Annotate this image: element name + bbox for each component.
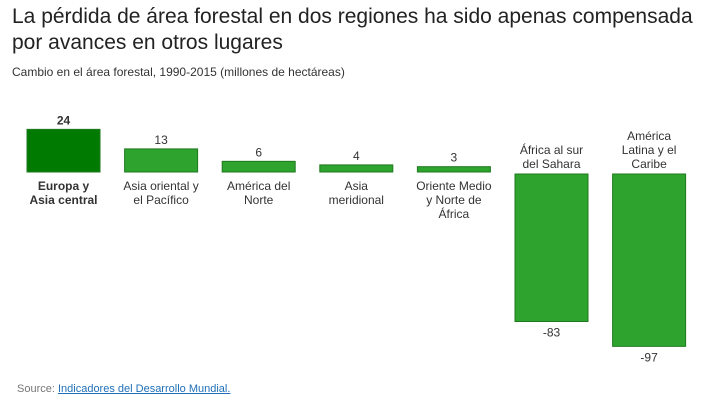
bar-4 (416, 166, 491, 173)
value-label-2: 6 (255, 145, 262, 159)
value-label-4: 3 (451, 151, 458, 165)
bar-2 (221, 160, 296, 173)
source-note: Source: Indicadores del Desarrollo Mundi… (17, 383, 230, 395)
value-label-5: -83 (543, 325, 561, 339)
bar-0 (26, 128, 101, 173)
category-label-0-1: Asia central (29, 193, 97, 207)
category-label-3-0: Asia (345, 179, 369, 193)
source-prefix: Source: (17, 383, 58, 395)
category-label-6-0: América (627, 129, 671, 143)
value-label-1: 13 (154, 133, 168, 147)
category-label-2-0: América del (227, 179, 290, 193)
bar-3 (319, 164, 394, 173)
value-label-0: 24 (57, 113, 71, 127)
category-label-2-1: Norte (244, 193, 274, 207)
category-label-5-1: del Sahara (522, 157, 580, 171)
category-label-1-0: Asia oriental y (123, 179, 198, 193)
bar-1 (124, 148, 199, 173)
category-label-1-1: el Pacífico (133, 193, 189, 207)
category-label-4-1: y Norte de (426, 193, 482, 207)
value-label-3: 4 (353, 149, 360, 163)
source-link[interactable]: Indicadores del Desarrollo Mundial. (57, 383, 231, 395)
category-label-3-1: meridional (329, 193, 384, 207)
value-label-6: -97 (640, 350, 658, 364)
category-label-4-0: Oriente Medio (416, 179, 492, 193)
category-label-5-0: África al sur (520, 142, 583, 157)
chart-subtitle: Cambio en el área forestal, 1990-2015 (m… (12, 65, 345, 79)
category-label-6-1: Latina y el (622, 143, 677, 157)
chart-title: La pérdida de área forestal en dos regio… (12, 5, 693, 54)
bar-5 (514, 173, 589, 322)
category-label-4-2: África (439, 206, 470, 221)
category-label-6-2: Caribe (631, 157, 667, 171)
category-label-0-0: Europa y (38, 179, 90, 193)
bar-6 (612, 173, 687, 347)
